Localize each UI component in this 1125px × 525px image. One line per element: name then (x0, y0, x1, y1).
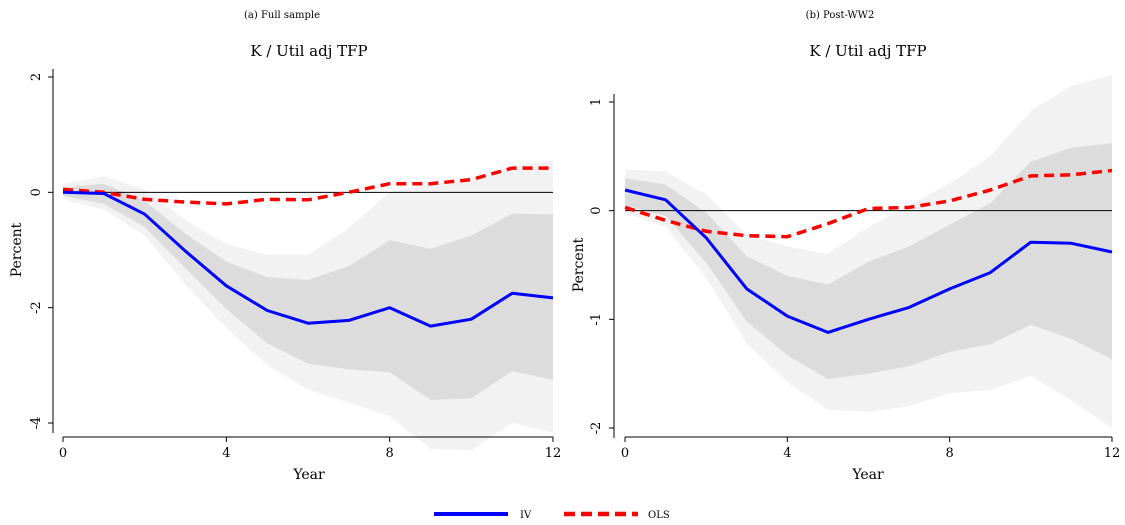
series-line-iv (624, 188, 1113, 334)
y-tick-label: 2 (29, 73, 44, 81)
y-axis-title: Percent (9, 222, 25, 277)
y-axis-title: Percent (571, 237, 587, 292)
x-tick-label: 4 (783, 446, 791, 461)
legend: IV OLS (434, 510, 670, 521)
x-tick-label: 0 (59, 446, 67, 461)
y-tick-label: -4 (29, 417, 44, 430)
x-axis-title: Year (851, 467, 884, 483)
x-tick-label: 12 (545, 446, 562, 461)
y-tick-label: -2 (29, 301, 44, 314)
y-tick-label: -2 (589, 422, 604, 435)
y-tick-label: 0 (589, 207, 604, 215)
series-line-ols (62, 166, 553, 206)
series-line-ols (624, 168, 1113, 239)
x-tick-label: 8 (386, 446, 394, 461)
panel-caption: (a) Full sample (244, 10, 320, 21)
chart-panel-a: (a) Full sample K / Util adj TFP -4 -2 0 2 0 4 8… (9, 10, 561, 483)
inner-confidence-band (625, 143, 1112, 380)
x-tick-label: 0 (621, 446, 629, 461)
chart-panel-b: (b) Post-WW2 K / Util adj TFP -2 -1 0 1 0 4 8 12 P… (571, 10, 1120, 483)
x-tick-label: 12 (1104, 446, 1121, 461)
panel-title: K / Util adj TFP (809, 42, 926, 60)
panel-title: K / Util adj TFP (250, 42, 367, 60)
x-tick-label: 8 (946, 446, 954, 461)
x-tick-label: 4 (222, 446, 230, 461)
y-tick-label: 1 (589, 98, 604, 106)
legend-label-ols: OLS (648, 510, 670, 521)
y-tick-label: -1 (589, 313, 604, 326)
x-axis-title: Year (292, 467, 325, 483)
series-line-iv (62, 190, 554, 328)
y-tick-label: 0 (29, 188, 44, 196)
legend-label-iv: IV (520, 510, 532, 521)
panel-caption: (b) Post-WW2 (806, 10, 875, 21)
inner-confidence-band (63, 183, 553, 400)
